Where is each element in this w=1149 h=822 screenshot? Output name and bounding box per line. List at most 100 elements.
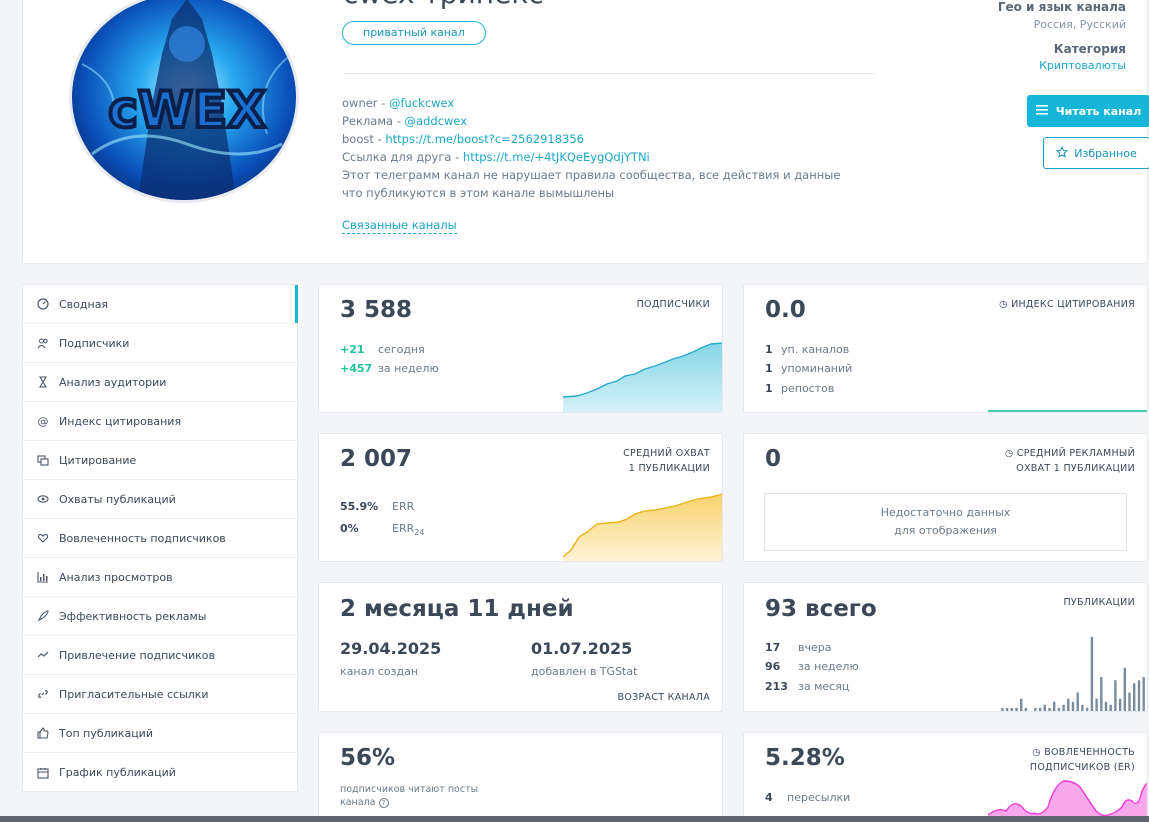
boost-link[interactable]: https://t.me/boost?c=2562918356 bbox=[385, 132, 584, 146]
hourglass-icon bbox=[36, 375, 50, 389]
posts-bar bbox=[1133, 683, 1136, 711]
read-share-value: 56% bbox=[340, 745, 396, 771]
posts-bar bbox=[1001, 707, 1004, 711]
citation-row-count: 1 bbox=[765, 362, 773, 375]
owner-link[interactable]: @fuckcwex bbox=[389, 96, 455, 110]
err24-label-text: ERR bbox=[392, 522, 415, 535]
desc-disclaimer: Этот телеграмм канал не нарушает правила… bbox=[342, 168, 841, 200]
sidebar-item-invite-links[interactable]: Пригласительные ссылки bbox=[23, 675, 297, 714]
posts-bar bbox=[1128, 692, 1131, 711]
created-date: 29.04.2025 bbox=[340, 639, 442, 658]
citation-row-label: репостов bbox=[781, 382, 835, 395]
sidebar-item-label: Эффективность рекламы bbox=[59, 609, 207, 623]
posts-card[interactable]: 93 всего ПУБЛИКАЦИИ 17 вчера 96 за неделю … bbox=[743, 582, 1148, 712]
ads-link[interactable]: @addcwex bbox=[404, 114, 468, 128]
sidebar-item-label: Пригласительные ссылки bbox=[59, 687, 209, 701]
sidebar-item-label: Вовлеченность подписчиков bbox=[59, 531, 226, 545]
subscribers-today-row: +21 сегодня bbox=[340, 343, 425, 356]
posts-row-label: за месяц bbox=[798, 680, 850, 693]
sidebar-item-label: Топ публикаций bbox=[59, 726, 153, 740]
sidebar-item-citation-index[interactable]: @ Индекс цитирования bbox=[23, 402, 297, 441]
citation-row-count: 1 bbox=[765, 382, 773, 395]
sidebar-item-engagement[interactable]: Вовлеченность подписчиков bbox=[23, 519, 297, 558]
sidebar-item-label: Сводная bbox=[59, 297, 109, 311]
age-label: ВОЗРАСТ КАНАЛА bbox=[617, 692, 710, 703]
posts-bar bbox=[1104, 701, 1108, 711]
help-icon[interactable]: ? bbox=[378, 798, 389, 808]
desc-line-owner: owner - @fuckcwex bbox=[342, 94, 862, 112]
posts-bar bbox=[1076, 692, 1079, 711]
favorite-label: Избранное bbox=[1074, 146, 1137, 160]
sidebar-item-growth[interactable]: Привлечение подписчиков bbox=[23, 636, 297, 675]
reach-label-line1: СРЕДНИЙ ОХВАТ bbox=[623, 448, 710, 459]
channel-title: cwex трипекс bbox=[343, 0, 544, 10]
posts-bar bbox=[1118, 698, 1122, 711]
sidebar-item-audience[interactable]: Анализ аудитории bbox=[23, 363, 297, 402]
reach-label-line2: 1 ПУБЛИКАЦИИ bbox=[628, 463, 710, 474]
ad-reach-card[interactable]: 0 ◷ СРЕДНИЙ РЕКЛАМНЫЙ ОХВАТ 1 ПУБЛИКАЦИИ … bbox=[743, 433, 1148, 562]
users-icon bbox=[36, 336, 50, 350]
sidebar-item-citations[interactable]: Цитирование bbox=[23, 441, 297, 480]
citation-row-count: 1 bbox=[765, 343, 773, 356]
err-label: ERR bbox=[392, 500, 415, 513]
posts-bar bbox=[1123, 667, 1126, 711]
related-channels-link[interactable]: Связанные каналы bbox=[342, 218, 457, 234]
avg-reach-card[interactable]: 2 007 СРЕДНИЙ ОХВАТ 1 ПУБЛИКАЦИИ 55.9% ERR… bbox=[318, 433, 723, 562]
err24-value: 0% bbox=[340, 522, 359, 535]
channel-age-card[interactable]: 2 месяца 11 дней 29.04.2025 канал создан… bbox=[318, 582, 723, 712]
er-label-line2: ПОДПИСЧИКОВ (ER) bbox=[1029, 762, 1135, 773]
engagement-card[interactable]: 5.28% ◷ ВОВЛЕЧЕННОСТЬ ПОДПИСЧИКОВ (ER) 4 п… bbox=[743, 732, 1148, 822]
posts-value: 93 всего bbox=[765, 596, 877, 622]
sidebar-item-ads[interactable]: Эффективность рекламы bbox=[23, 597, 297, 636]
invite-link[interactable]: https://t.me/+4tJKQeEygQdjYTNi bbox=[462, 150, 650, 164]
sidebar-item-views[interactable]: Анализ просмотров bbox=[23, 558, 297, 597]
posts-bar bbox=[1095, 698, 1098, 711]
added-date: 01.07.2025 bbox=[531, 639, 633, 658]
posts-row-label: за неделю bbox=[798, 660, 859, 673]
sidebar-item-top-posts[interactable]: Топ публикаций bbox=[23, 714, 297, 753]
no-data-box: Недостаточно данных для отображения bbox=[764, 493, 1127, 551]
posts-row-label: вчера bbox=[798, 641, 832, 654]
geo-value: Россия, Русский bbox=[1033, 18, 1126, 31]
posts-bar bbox=[1043, 704, 1046, 711]
read-share-line2: канала bbox=[340, 797, 376, 808]
posts-bar bbox=[1053, 701, 1056, 711]
err24-row: 0% ERR24 bbox=[340, 522, 424, 537]
subscribers-card[interactable]: 3 588 ПОДПИСЧИКИ +21 сегодня +457 за недел… bbox=[318, 284, 723, 413]
ad-reach-label-line1: ◷ СРЕДНИЙ РЕКЛАМНЫЙ bbox=[1005, 446, 1135, 461]
read-share-card[interactable]: 56% подписчиков читают посты канала ? bbox=[318, 732, 723, 822]
bar-chart-icon bbox=[36, 570, 50, 584]
sidebar-item-summary[interactable]: Сводная bbox=[23, 285, 298, 324]
favorite-button[interactable]: Избранное bbox=[1043, 137, 1149, 169]
er-row-label: пересылки bbox=[787, 791, 851, 804]
calendar-icon bbox=[36, 766, 50, 780]
posts-bar-chart bbox=[1001, 637, 1145, 711]
citation-value: 0.0 bbox=[765, 297, 806, 323]
posts-row: 17 вчера bbox=[765, 641, 831, 654]
sidebar-item-reach[interactable]: Охваты публикаций bbox=[23, 480, 297, 519]
read-channel-button[interactable]: Читать канал bbox=[1027, 95, 1149, 127]
citation-label: ◷ ИНДЕКС ЦИТИРОВАНИЯ bbox=[999, 297, 1135, 312]
clock-icon: ◷ bbox=[1004, 448, 1017, 459]
posts-bar bbox=[1020, 698, 1023, 711]
quote-icon bbox=[36, 453, 50, 467]
private-channel-badge[interactable]: приватный канал bbox=[342, 21, 486, 45]
week-count: +457 bbox=[340, 362, 373, 375]
posts-bar bbox=[1067, 698, 1070, 711]
posts-row-count: 213 bbox=[765, 680, 788, 693]
desc-line-ads: Реклама - @addcwex bbox=[342, 112, 862, 130]
age-value: 2 месяца 11 дней bbox=[340, 596, 574, 622]
err-value: 55.9% bbox=[340, 500, 379, 513]
posts-label: ПУБЛИКАЦИИ bbox=[1063, 597, 1135, 608]
sidebar-item-subscribers[interactable]: Подписчики bbox=[23, 324, 297, 363]
sidebar-item-schedule[interactable]: График публикаций bbox=[23, 753, 297, 792]
read-share-line1: подписчиков читают посты bbox=[340, 784, 479, 795]
citation-row: 1 репостов bbox=[765, 382, 834, 395]
clock-icon: ◷ bbox=[1032, 747, 1045, 758]
reach-label: СРЕДНИЙ ОХВАТ 1 ПУБЛИКАЦИИ bbox=[623, 446, 710, 476]
channel-header-card: cWEX cwex трипекс приватный канал owner … bbox=[22, 0, 1149, 264]
posts-bar bbox=[1090, 637, 1094, 711]
category-link[interactable]: Криптовалюты bbox=[1039, 59, 1126, 72]
err-row: 55.9% ERR bbox=[340, 500, 414, 513]
